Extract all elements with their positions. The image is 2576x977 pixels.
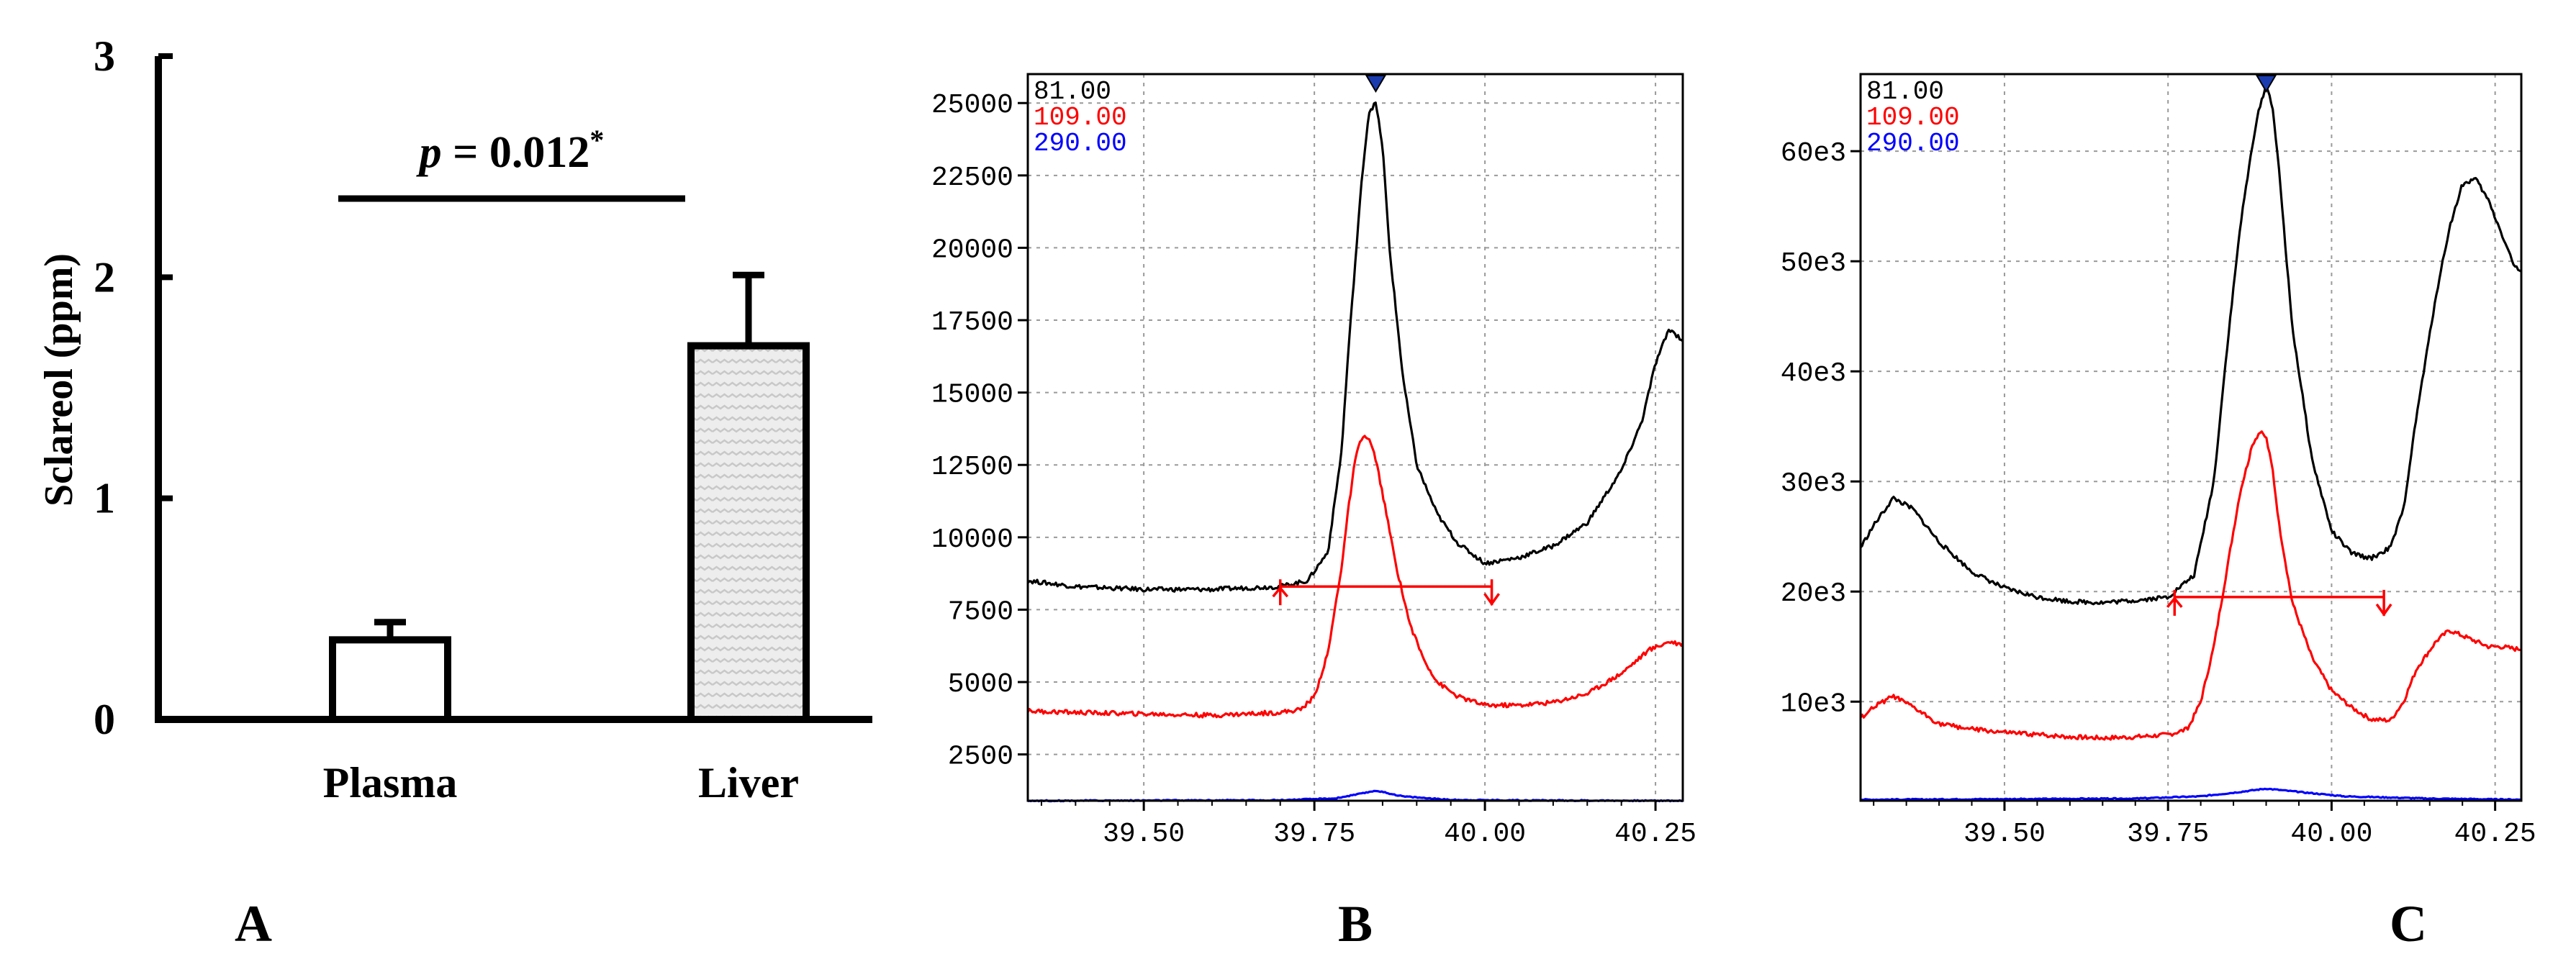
y-tick-label: 10e3 bbox=[1781, 689, 1846, 719]
y-tick-label: 25000 bbox=[931, 90, 1013, 121]
panel-c-series bbox=[1859, 85, 2522, 801]
baseline-arrowhead bbox=[1483, 593, 1501, 606]
y-tick-label: 20000 bbox=[931, 235, 1013, 265]
series-line-109-00 bbox=[1859, 430, 2522, 741]
y-tick-label: 0 bbox=[94, 696, 115, 743]
y-tick-label: 20e3 bbox=[1781, 578, 1846, 609]
x-tick-label: 40.00 bbox=[1444, 819, 1526, 850]
panel-label-c: C bbox=[2390, 895, 2427, 953]
x-tick-label: 40.25 bbox=[2454, 819, 2536, 850]
x-tick-label: 39.50 bbox=[1103, 819, 1185, 850]
y-tick-label: 17500 bbox=[931, 307, 1013, 338]
legend-entry-81-00: 81.00 bbox=[1034, 77, 1111, 106]
panel-b-plot-frame bbox=[1026, 73, 1684, 802]
panel-b-series bbox=[1026, 101, 1684, 803]
panel-b-annotations bbox=[1272, 75, 1501, 606]
series-line-81-00 bbox=[1026, 101, 1684, 593]
panel-c-grid bbox=[1861, 74, 2521, 801]
y-tick-label: 10000 bbox=[931, 524, 1013, 555]
panel-b-ticks: 39.50 39.75 40.00 40.25 2500 5000 7500 10000 125… bbox=[931, 90, 1696, 850]
panel-b-chromatogram: 39.50 39.75 40.00 40.25 2500 5000 7500 10000 125… bbox=[931, 73, 1696, 850]
peak-marker-icon bbox=[1365, 75, 1387, 93]
y-tick-label: 2500 bbox=[948, 742, 1013, 773]
y-tick-label: 3 bbox=[94, 32, 115, 80]
baseline-arrowhead bbox=[2166, 596, 2183, 609]
panel-c-annotations bbox=[2166, 75, 2392, 617]
panel-b-grid bbox=[1028, 74, 1683, 801]
legend-entry-81-00: 81.00 bbox=[1866, 77, 1944, 106]
bar-plasma bbox=[329, 636, 451, 723]
series-line-81-00 bbox=[1859, 85, 2522, 606]
panel-a-y-ticks: 0 1 2 3 bbox=[94, 32, 173, 743]
legend-entry-109-00: 109.00 bbox=[1034, 103, 1127, 132]
panel-a-bar-chart: 0 1 2 3 Plasma Liver Sclareol (ppm) p = 0.01… bbox=[37, 32, 872, 806]
panel-c-ticks: 39.50 39.75 40.00 40.25 10e3 20e3 30e3 40e3 50e3… bbox=[1781, 138, 2536, 850]
panel-a-marks bbox=[329, 271, 810, 723]
baseline-arrowhead bbox=[1272, 586, 1289, 598]
legend-entry-290-00: 290.00 bbox=[1034, 129, 1127, 158]
y-tick-label: 50e3 bbox=[1781, 248, 1846, 279]
category-label: Plasma bbox=[323, 759, 458, 806]
panel-label-a: A bbox=[235, 895, 272, 953]
panel-label-b: B bbox=[1338, 895, 1373, 953]
x-tick-label: 40.25 bbox=[1614, 819, 1696, 850]
y-tick-label: 1 bbox=[94, 475, 115, 522]
panel-a-y-axis-label: Sclareol (ppm) bbox=[37, 253, 81, 506]
y-tick-label: 30e3 bbox=[1781, 468, 1846, 499]
x-tick-label: 39.50 bbox=[1963, 819, 2046, 850]
y-tick-label: 2 bbox=[94, 253, 115, 301]
x-tick-label: 40.00 bbox=[2290, 819, 2372, 850]
y-tick-label: 40e3 bbox=[1781, 358, 1846, 389]
y-tick-label: 15000 bbox=[931, 380, 1013, 411]
legend-entry-109-00: 109.00 bbox=[1866, 103, 1960, 132]
category-label: Liver bbox=[698, 759, 799, 806]
peak-marker-icon bbox=[2255, 75, 2277, 93]
y-tick-label: 5000 bbox=[948, 669, 1013, 700]
panel-a-x-labels: Plasma Liver bbox=[323, 759, 799, 806]
y-tick-label: 12500 bbox=[931, 452, 1013, 483]
y-tick-label: 22500 bbox=[931, 163, 1013, 194]
legend-entry-290-00: 290.00 bbox=[1866, 129, 1960, 158]
p-symbol: p bbox=[416, 128, 442, 177]
y-tick-label: 7500 bbox=[948, 596, 1013, 627]
x-tick-label: 39.75 bbox=[1273, 819, 1355, 850]
significance-annotation: p = 0.012* bbox=[416, 124, 605, 177]
baseline-arrowhead bbox=[2375, 603, 2392, 617]
series-line-109-00 bbox=[1026, 435, 1684, 719]
panel-c-plot-frame bbox=[1859, 73, 2523, 802]
x-tick-label: 39.75 bbox=[2127, 819, 2209, 850]
panel-c-chromatogram: 39.50 39.75 40.00 40.25 10e3 20e3 30e3 40e3 50e3… bbox=[1781, 73, 2536, 850]
series-line-290-00 bbox=[1860, 787, 2522, 801]
bar-liver bbox=[687, 342, 810, 723]
significance-asterisk: * bbox=[589, 124, 604, 156]
y-tick-label: 60e3 bbox=[1781, 138, 1846, 169]
p-value: = 0.012 bbox=[442, 128, 590, 177]
